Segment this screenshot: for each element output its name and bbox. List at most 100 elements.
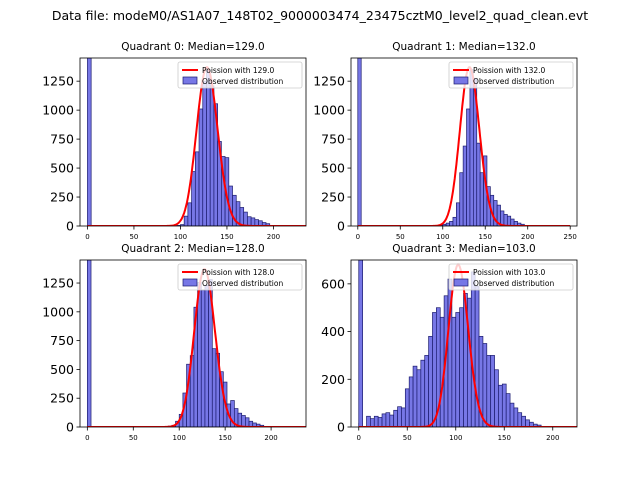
histogram-bar — [459, 172, 464, 226]
legend-box — [177, 263, 303, 291]
legend-observed-label: Observed distribution — [473, 77, 554, 86]
legend: Poission with 128.0 Observed distribution — [177, 263, 303, 291]
histogram-bar — [202, 80, 207, 226]
histogram-bar — [397, 406, 402, 427]
histogram-bar — [486, 355, 492, 427]
y-tick-label: 500 — [50, 161, 74, 176]
x-tick-label: 200 — [546, 434, 559, 442]
legend: Poission with 129.0 Observed distribution — [177, 61, 303, 89]
histogram-bar — [462, 145, 467, 226]
plot-area — [87, 58, 306, 226]
x-tick-label: 150 — [220, 233, 233, 241]
panel-title: Quadrant 3: Median=103.0 — [392, 243, 535, 255]
histogram-bar — [243, 211, 248, 226]
x-tick-label: 50 — [129, 434, 138, 442]
histogram-bar — [503, 214, 508, 226]
legend-poisson-label: Poission with 132.0 — [473, 66, 546, 75]
histogram-bar — [525, 419, 530, 427]
histogram-bar — [432, 312, 437, 427]
histogram-bar — [416, 369, 422, 427]
x-tick-label: 150 — [479, 233, 492, 241]
legend-box — [177, 61, 303, 89]
histogram-bar-zero-spike — [86, 260, 92, 427]
x-tick-label: 200 — [267, 233, 280, 241]
histogram-bar — [183, 215, 189, 226]
quadrant-0-chart: Quadrant 0: Median=129.00250500750100012… — [42, 41, 307, 241]
histogram-bar — [404, 388, 410, 427]
x-tick-label: 100 — [449, 434, 462, 442]
histogram-bar — [449, 221, 454, 226]
histogram-bar — [187, 202, 192, 226]
axes-frame — [350, 259, 578, 428]
histogram-bar — [370, 418, 375, 427]
x-tick-label: 50 — [403, 434, 412, 442]
y-tick-label: 500 — [321, 161, 345, 176]
legend: Poission with 132.0 Observed distribution — [448, 61, 574, 89]
histogram-bar — [428, 335, 433, 427]
histogram-bar — [366, 415, 371, 427]
x-tick-label: 50 — [129, 233, 138, 241]
plot-area — [358, 260, 577, 427]
y-tick-label: 0 — [66, 420, 74, 435]
histogram-bar — [456, 202, 461, 226]
legend-observed-label: Observed distribution — [473, 279, 554, 288]
axes-frame — [79, 259, 307, 428]
histogram-bar — [408, 376, 414, 427]
histogram-bar — [250, 217, 256, 226]
x-tick-label: 100 — [436, 233, 449, 241]
legend-bar-swatch — [182, 76, 198, 85]
histogram-bar — [245, 417, 250, 427]
y-tick-label: 0 — [337, 219, 345, 234]
legend-poisson-label: Poission with 103.0 — [473, 268, 546, 277]
x-tick-label: 150 — [498, 434, 511, 442]
histogram-bar-zero-spike — [358, 260, 363, 427]
y-tick-label: 1000 — [42, 304, 74, 319]
panel-title: Quadrant 0: Median=129.0 — [121, 41, 264, 53]
quadrant-2-chart: Quadrant 2: Median=128.00250500750100012… — [42, 243, 307, 442]
x-tick-label: 0 — [85, 233, 89, 241]
y-tick-label: 750 — [50, 132, 74, 147]
panel-title: Quadrant 2: Median=128.0 — [121, 243, 264, 255]
y-tick-label: 250 — [321, 190, 345, 205]
histogram-bar — [385, 412, 391, 427]
histogram-bar — [200, 289, 206, 427]
poisson-line — [87, 66, 306, 226]
histogram-bar — [239, 207, 245, 226]
legend-observed-label: Observed distribution — [202, 77, 283, 86]
y-tick-label: 200 — [321, 372, 345, 387]
histogram-bar — [501, 383, 507, 427]
y-tick-label: 400 — [321, 324, 345, 339]
histogram-bar — [393, 409, 398, 427]
y-tick-label: 750 — [50, 333, 74, 348]
histogram-bar — [513, 407, 519, 427]
histogram-bar — [247, 216, 252, 226]
poisson-line — [357, 66, 571, 226]
panel-title: Quadrant 1: Median=132.0 — [392, 41, 535, 53]
histogram-bar-zero-spike — [357, 58, 362, 226]
histogram-bar — [377, 417, 383, 427]
legend-bar-swatch — [182, 278, 198, 287]
x-tick-label: 50 — [396, 233, 405, 241]
histogram-bar — [204, 284, 209, 427]
x-tick-label: 150 — [218, 434, 231, 442]
histogram-bar — [505, 393, 511, 427]
histogram-bar — [466, 108, 471, 226]
y-tick-label: 1250 — [42, 74, 74, 89]
histogram-bar — [470, 271, 476, 427]
y-tick-label: 1250 — [313, 74, 345, 89]
y-tick-label: 600 — [321, 276, 345, 291]
legend-bar-swatch — [453, 278, 469, 287]
histogram-bar — [381, 413, 387, 427]
x-tick-label: 100 — [174, 233, 187, 241]
figure-title: Data file: modeM0/AS1A07_148T02_90000034… — [52, 8, 588, 23]
histogram-bar — [373, 415, 379, 427]
histogram-bar — [455, 312, 460, 427]
histogram-bar — [206, 69, 211, 226]
histogram-bar — [401, 407, 406, 427]
legend-poisson-label: Poission with 128.0 — [202, 268, 275, 277]
y-tick-label: 1000 — [313, 103, 345, 118]
histogram-bar — [198, 108, 204, 226]
y-tick-label: 0 — [337, 420, 345, 435]
histogram-bar — [209, 85, 215, 226]
